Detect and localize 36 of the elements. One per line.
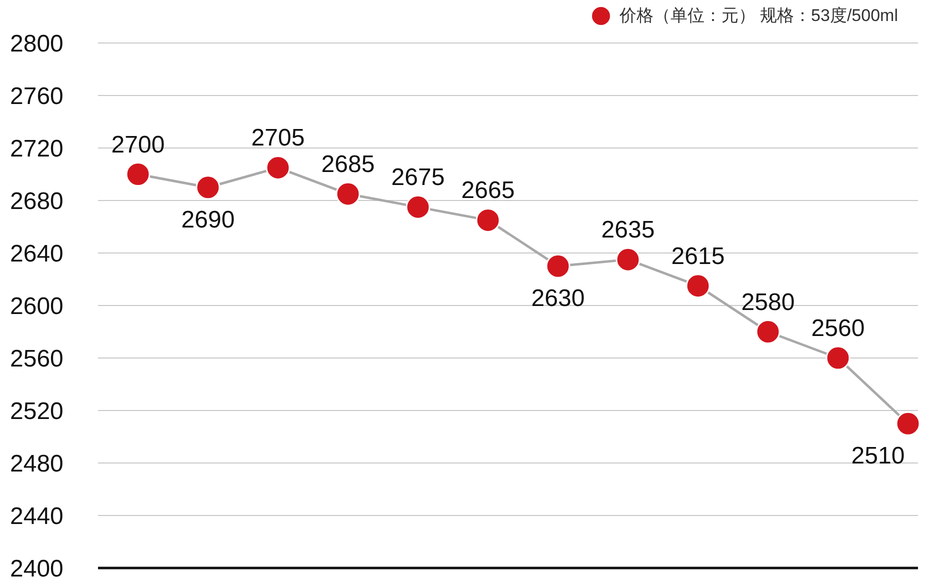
point <box>686 274 710 298</box>
y-tick-label: 2680 <box>10 188 64 216</box>
point <box>336 182 360 206</box>
data-label: 2615 <box>671 242 725 270</box>
data-label: 2675 <box>391 164 445 192</box>
y-tick-label: 2600 <box>10 293 64 320</box>
data-label: 2510 <box>851 442 905 470</box>
data-label: 2690 <box>181 206 235 234</box>
data-label: 2685 <box>321 150 375 178</box>
point <box>826 346 850 370</box>
y-tick-label: 2480 <box>10 450 64 478</box>
point <box>126 162 150 186</box>
point <box>406 194 430 220</box>
point <box>756 320 780 344</box>
y-tick-label: 2800 <box>10 30 64 58</box>
y-tick-label: 2640 <box>10 240 64 268</box>
data-label: 2665 <box>461 177 515 204</box>
data-label: 2700 <box>111 131 165 158</box>
point <box>546 254 570 278</box>
legend-label: 价格（单位：元） 规格：53度/500ml <box>619 5 898 27</box>
data-label: 2580 <box>741 288 795 316</box>
point <box>266 155 290 180</box>
point <box>476 208 500 232</box>
data-label: 2705 <box>251 124 305 152</box>
y-tick-label: 2440 <box>10 503 64 530</box>
y-tick-label: 2400 <box>10 556 64 583</box>
y-tick-label: 2720 <box>10 136 64 163</box>
y-tick-label: 2520 <box>10 398 64 426</box>
data-label: 2560 <box>811 315 865 342</box>
data-label: 2635 <box>601 216 655 244</box>
data-label: 2630 <box>531 285 585 312</box>
y-tick-label: 2560 <box>10 346 64 373</box>
point <box>196 175 220 200</box>
point <box>616 247 640 272</box>
point <box>896 411 920 436</box>
y-tick-label: 2760 <box>10 83 64 110</box>
